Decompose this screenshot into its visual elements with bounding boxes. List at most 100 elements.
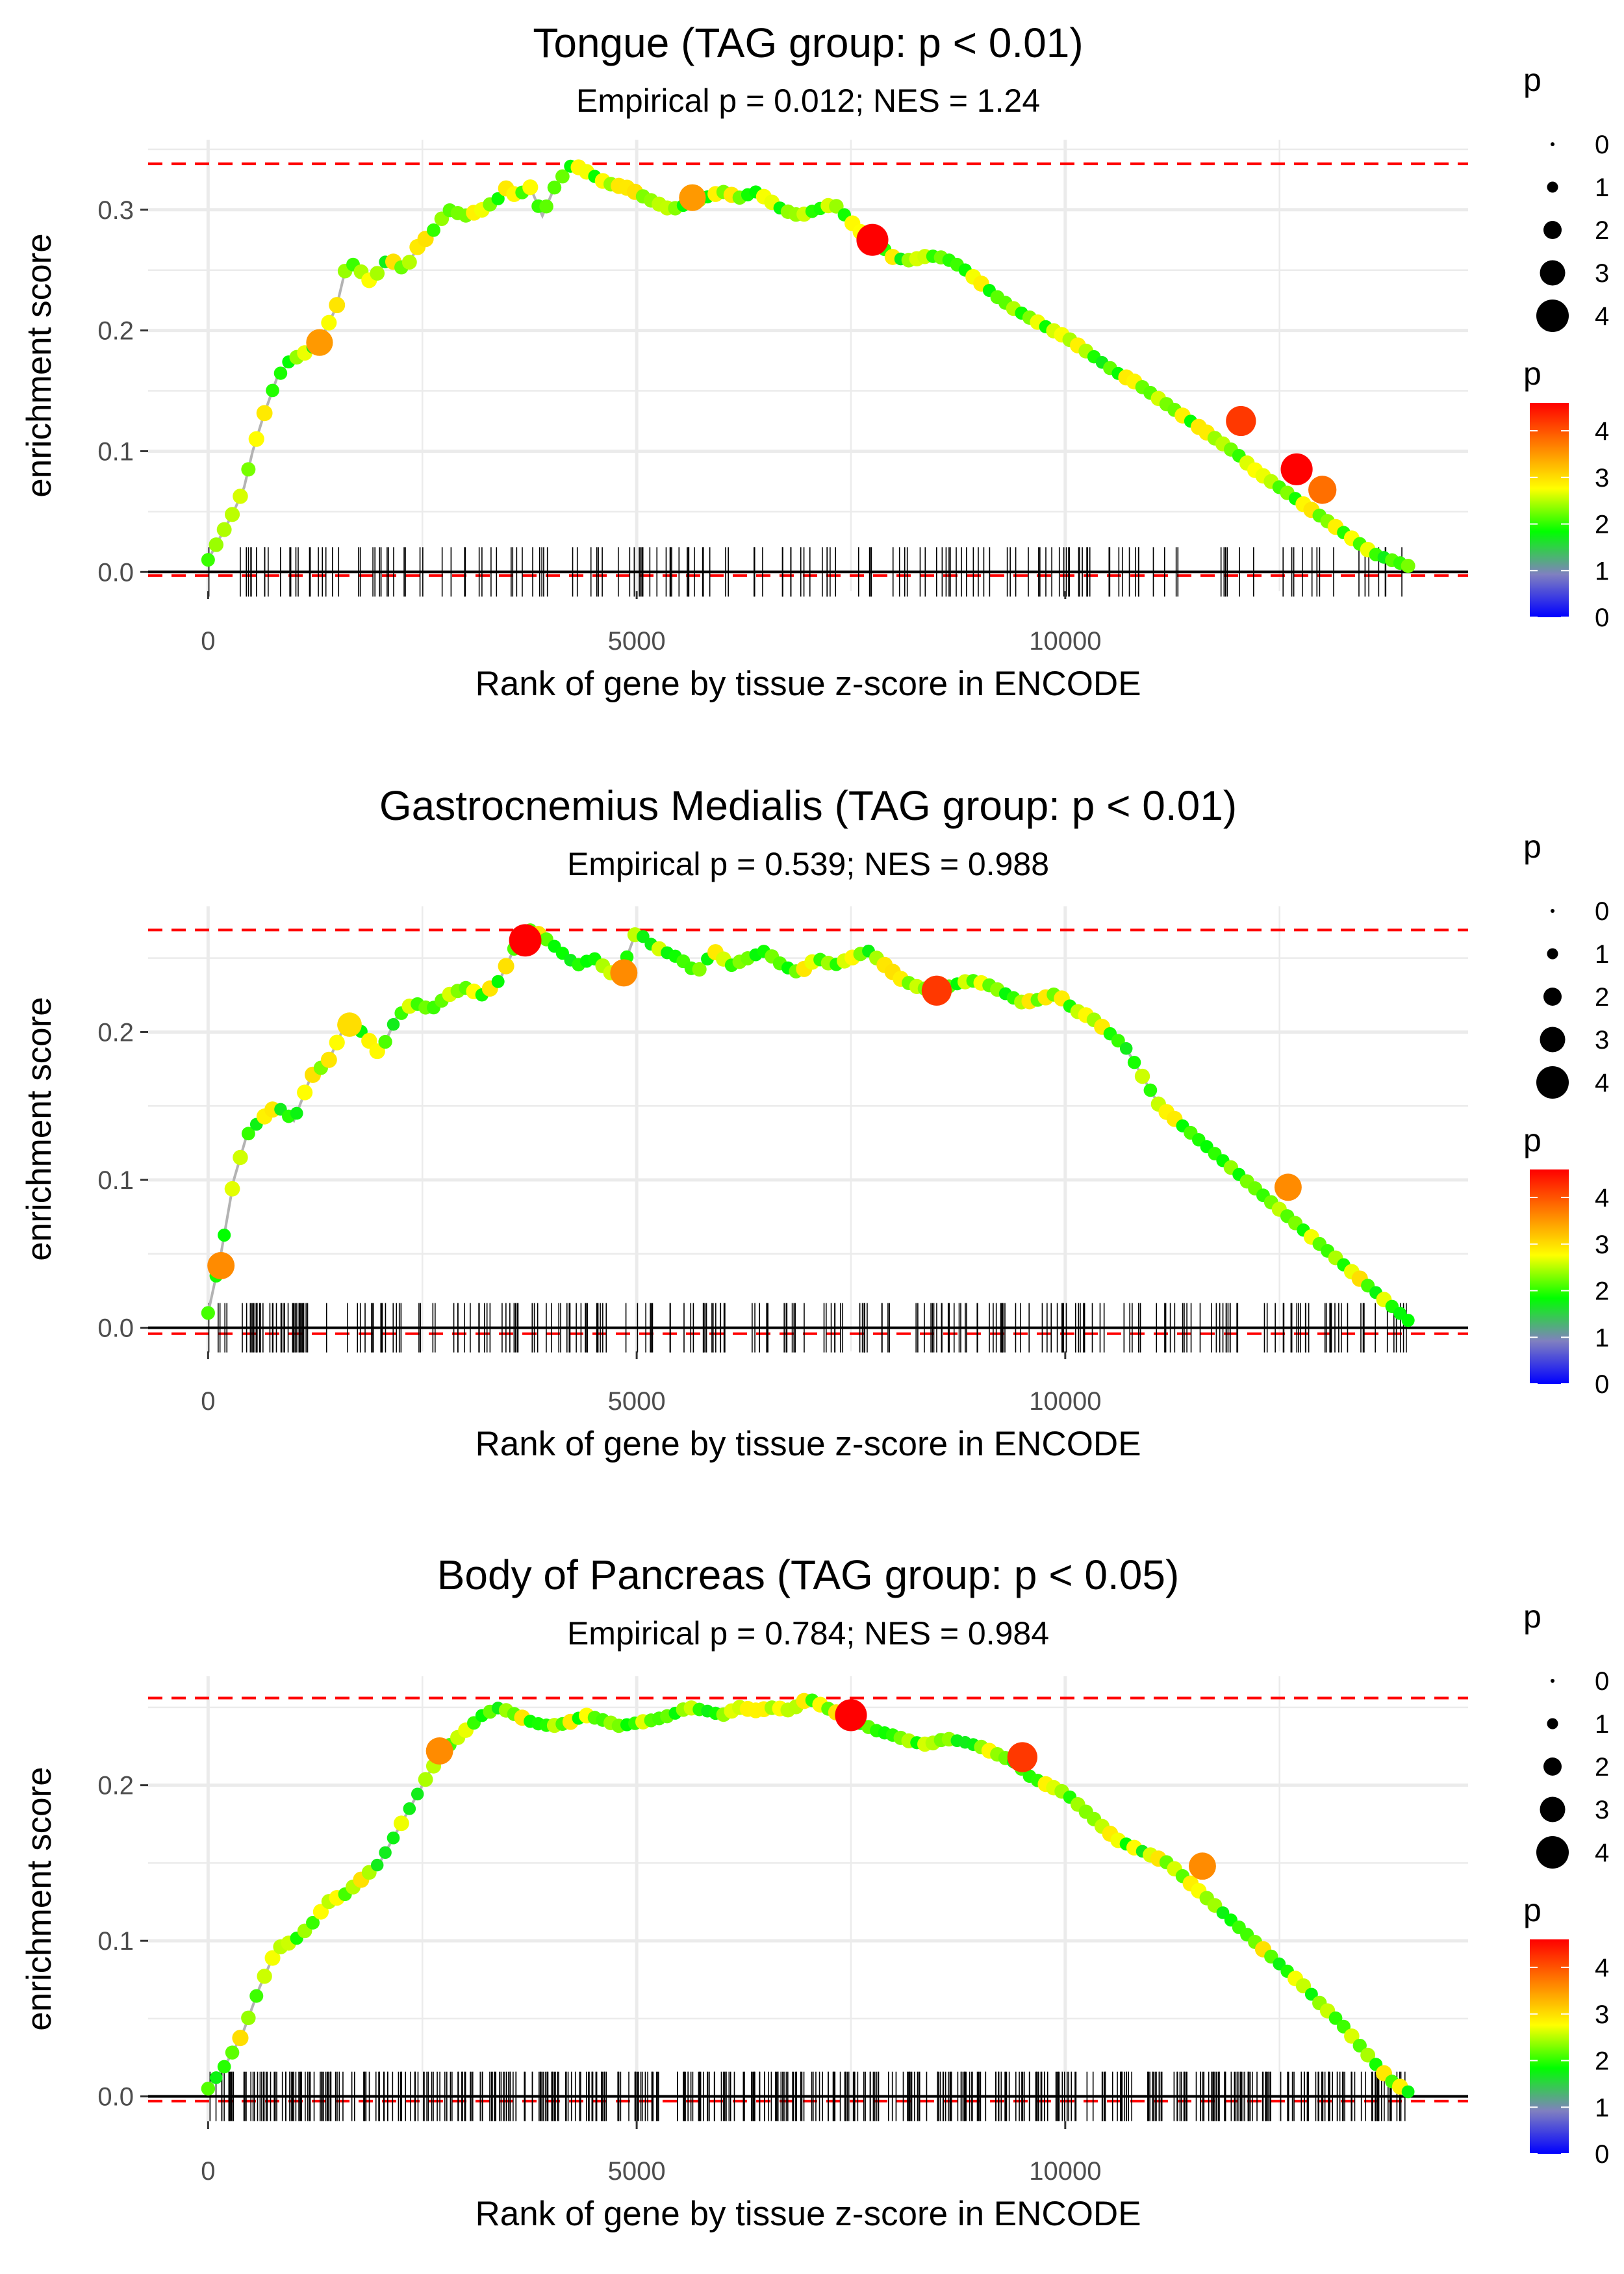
y-tick-label: 0.0 bbox=[97, 558, 134, 587]
enrichment-point bbox=[241, 462, 256, 477]
x-tick-label: 5000 bbox=[608, 1387, 666, 1416]
chart-subtitle: Empirical p = 0.539; NES = 0.988 bbox=[567, 846, 1049, 882]
enrichment-point bbox=[256, 405, 273, 422]
size-legend-label: 3 bbox=[1595, 259, 1609, 288]
chart-panel-3: Body of Pancreas (TAG group: p < 0.05) Em… bbox=[20, 1552, 1609, 2233]
color-legend-label: 0 bbox=[1595, 2140, 1609, 2169]
color-legend-bar bbox=[1530, 1169, 1569, 1384]
chart-panel-2: Gastrocnemius Medialis (TAG group: p < 0… bbox=[20, 782, 1609, 1463]
size-legend-dot bbox=[1536, 300, 1569, 332]
legend: p 0 1 2 3 4 p 4 3 2 1 0 bbox=[1523, 62, 1609, 632]
enrichment-point bbox=[225, 2045, 240, 2060]
size-legend-title: p bbox=[1523, 62, 1542, 98]
size-legend-dot bbox=[1551, 909, 1554, 913]
color-legend-label: 3 bbox=[1595, 464, 1609, 492]
x-tick-label: 10000 bbox=[1029, 2157, 1101, 2186]
enrichment-point bbox=[217, 2060, 231, 2074]
enrichment-point bbox=[216, 522, 232, 537]
enrichment-point bbox=[297, 1084, 313, 1101]
enrichment-point bbox=[1352, 2038, 1367, 2053]
enrichment-point bbox=[201, 553, 215, 567]
size-legend-label: 2 bbox=[1595, 983, 1609, 1012]
enrichment-point bbox=[401, 255, 417, 270]
chart-subtitle: Empirical p = 0.784; NES = 0.984 bbox=[567, 1615, 1049, 1652]
enrichment-point bbox=[547, 180, 562, 195]
x-tick-label: 5000 bbox=[608, 2157, 666, 2186]
x-tick-label: 5000 bbox=[608, 627, 666, 656]
enrichment-point bbox=[218, 1228, 231, 1242]
enrichment-curve bbox=[207, 162, 1409, 567]
enrichment-curve bbox=[207, 927, 1409, 1322]
enrichment-point-highlight bbox=[1308, 476, 1337, 504]
size-legend-dot bbox=[1547, 181, 1558, 193]
y-tick-label: 0.2 bbox=[97, 317, 134, 346]
enrichment-point bbox=[233, 489, 248, 504]
y-tick-label: 0.1 bbox=[97, 1927, 134, 1956]
size-legend-dot bbox=[1536, 1066, 1569, 1099]
color-legend-label: 4 bbox=[1595, 1184, 1609, 1212]
chart-title: Gastrocnemius Medialis (TAG group: p < 0… bbox=[379, 782, 1237, 829]
size-legend-label: 4 bbox=[1595, 302, 1609, 331]
enrichment-point bbox=[232, 2030, 249, 2047]
size-legend-dot bbox=[1551, 1679, 1554, 1683]
size-legend-dot bbox=[1540, 1796, 1566, 1822]
enrichment-point bbox=[329, 297, 346, 314]
enrichment-point bbox=[418, 1772, 433, 1787]
enrichment-point bbox=[387, 1831, 400, 1845]
enrichment-point-highlight bbox=[679, 184, 706, 211]
color-legend-label: 0 bbox=[1595, 1370, 1609, 1399]
x-tick-label: 0 bbox=[201, 2157, 215, 2186]
enrichment-point bbox=[427, 223, 440, 237]
color-legend-label: 2 bbox=[1595, 2047, 1609, 2076]
enrichment-point bbox=[264, 1950, 281, 1966]
x-tick-label: 0 bbox=[201, 1387, 215, 1416]
enrichment-point bbox=[378, 1034, 392, 1049]
enrichment-point bbox=[1143, 1083, 1158, 1097]
size-legend-label: 4 bbox=[1595, 1839, 1609, 1867]
enrichment-point-highlight bbox=[921, 975, 952, 1006]
enrichment-point bbox=[290, 1106, 303, 1120]
color-legend-label: 4 bbox=[1595, 417, 1609, 446]
color-legend-label: 3 bbox=[1595, 1231, 1609, 1259]
y-tick-label: 0.0 bbox=[97, 2083, 134, 2112]
y-tick-label: 0.3 bbox=[97, 196, 134, 225]
color-legend-label: 2 bbox=[1595, 1277, 1609, 1306]
x-tick-label: 10000 bbox=[1029, 1387, 1101, 1416]
enrichment-point bbox=[491, 975, 505, 988]
enrichment-point bbox=[241, 2010, 256, 2026]
size-legend-label: 3 bbox=[1595, 1796, 1609, 1824]
x-axis-title: Rank of gene by tissue z-score in ENCODE bbox=[475, 2195, 1141, 2233]
enrichment-curve bbox=[207, 1696, 1409, 2093]
size-legend-dot bbox=[1540, 1027, 1566, 1053]
size-legend-label: 0 bbox=[1595, 1667, 1609, 1696]
enrichment-point bbox=[1328, 2011, 1343, 2025]
enrichment-point-highlight bbox=[1189, 1852, 1216, 1880]
color-legend-bar bbox=[1530, 1939, 1569, 2154]
color-legend-bar bbox=[1530, 403, 1569, 617]
size-legend-dot bbox=[1540, 260, 1566, 286]
size-legend-title: p bbox=[1523, 828, 1542, 865]
enrichment-point-highlight bbox=[1280, 453, 1313, 485]
size-legend-title: p bbox=[1523, 1598, 1542, 1635]
y-tick-label: 0.2 bbox=[97, 1772, 134, 1800]
color-legend-label: 4 bbox=[1595, 1954, 1609, 1982]
size-legend-label: 2 bbox=[1595, 216, 1609, 245]
enrichment-point bbox=[312, 1904, 329, 1920]
size-legend-label: 2 bbox=[1595, 1753, 1609, 1782]
size-legend-dot bbox=[1543, 1757, 1562, 1776]
enrichment-point bbox=[1401, 2085, 1415, 2099]
enrichment-point-highlight bbox=[306, 329, 333, 356]
enrichment-point bbox=[273, 366, 288, 380]
y-tick-label: 0.0 bbox=[97, 1314, 134, 1343]
enrichment-point bbox=[403, 1802, 416, 1815]
color-legend-label: 1 bbox=[1595, 1323, 1609, 1352]
enrichment-point bbox=[522, 179, 539, 196]
enrichment-point bbox=[233, 1149, 248, 1166]
enrichment-point-highlight bbox=[1274, 1173, 1302, 1201]
enrichment-point bbox=[249, 1989, 264, 2003]
enrichment-point bbox=[201, 2081, 216, 2096]
color-legend-title: p bbox=[1523, 1892, 1542, 1928]
enrichment-point bbox=[379, 1846, 392, 1859]
enrichment-points bbox=[201, 923, 1415, 1327]
enrichment-point bbox=[1360, 2047, 1376, 2063]
